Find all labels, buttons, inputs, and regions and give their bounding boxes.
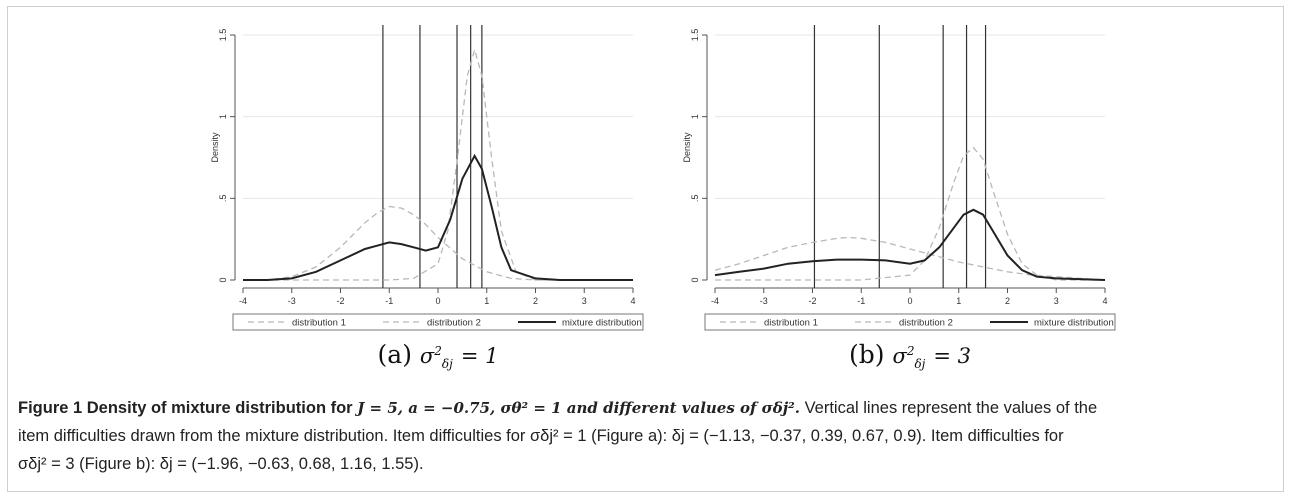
chart-a-x-tick-label: 3: [582, 296, 587, 306]
chart-a-series-line: [243, 153, 633, 281]
chart-a-legend-label: distribution 1: [292, 318, 346, 329]
panel-b: 0 .5 1 1.5 Density -4 -3 -2 -1 0 1 2 3 4 distribution …: [660, 15, 1160, 331]
sublabel-a-prefix: (a): [377, 340, 412, 369]
chart-b-y-tick-label: .5: [690, 195, 700, 203]
sublabel-a: (a) σ2δj = 1: [228, 340, 648, 371]
chart-a-x-tick-label: 4: [630, 296, 635, 306]
chart-b-legend-label: distribution 1: [764, 318, 818, 329]
chart-a-y-tick-label: 1: [218, 114, 228, 119]
chart-b-x-tick-label: 4: [1102, 296, 1107, 306]
chart-b-series-line: [714, 236, 1106, 281]
chart-a-y-tick-label: .5: [218, 195, 228, 203]
chart-a-y-tick-label: 0: [218, 277, 228, 282]
chart-b-x-tick-label: -4: [711, 296, 719, 306]
panel-a: 0 .5 1 1.5 Density -4 -3 -2 -1 0 1 2 3 4 distribution …: [188, 15, 688, 331]
caption-line-2: item difficulties drawn from the mixture…: [18, 427, 1064, 445]
chart-b-series-line: [714, 208, 1106, 281]
sublabel-a-sigma: σ2δj: [419, 344, 453, 372]
chart-a-x-tick-label: 1: [484, 296, 489, 306]
chart-a-legend-label: distribution 2: [427, 318, 481, 329]
chart-a-x-tick-label: -2: [336, 296, 344, 306]
figure-caption: Figure 1 Density of mixture distribution…: [18, 394, 1280, 478]
caption-line-1: Figure 1 Density of mixture distribution…: [18, 394, 1280, 422]
sublabel-b: (b) σ2δj = 3: [700, 340, 1120, 371]
caption-title: Figure 1 Density of mixture distribution…: [18, 399, 800, 417]
chart-b-x-tick-label: 0: [907, 296, 912, 306]
chart-a: 0 .5 1 1.5 Density -4 -3 -2 -1 0 1 2 3 4 distribution …: [210, 25, 644, 331]
chart-b: 0 .5 1 1.5 Density -4 -3 -2 -1 0 1 2 3 4 distribution …: [682, 25, 1116, 331]
chart-a-x-tick-label: -4: [239, 296, 247, 306]
sublabel-b-value: = 3: [933, 344, 971, 368]
chart-a-x-tick-label: 2: [533, 296, 538, 306]
chart-b-y-tick-label: 1: [690, 114, 700, 119]
caption-line-3: σδj² = 3 (Figure b): δj = (−1.96, −0.63,…: [18, 455, 424, 473]
chart-a-legend-box: [232, 313, 644, 331]
chart-a-x-tick-label: -1: [385, 296, 393, 306]
chart-b-x-tick-label: 1: [956, 296, 961, 306]
sublabel-a-value: = 1: [460, 344, 499, 368]
chart-a-series-line: [243, 47, 633, 281]
chart-b-legend-box: [704, 313, 1116, 331]
chart-a-x-tick-label: 0: [435, 296, 440, 306]
chart-b-x-tick-label: -2: [808, 296, 816, 306]
chart-a-x-tick-label: -3: [288, 296, 296, 306]
chart-a-y-tick-label: 1.5: [218, 29, 228, 42]
sublabel-b-sigma: σ2δj: [892, 344, 926, 372]
chart-b-x-tick-label: 3: [1054, 296, 1059, 306]
chart-a-series-line: [243, 205, 633, 281]
chart-a-legend-label: mixture distribution: [562, 318, 642, 329]
chart-b-x-tick-label: -1: [857, 296, 865, 306]
chart-b-legend-label: mixture distribution: [1034, 318, 1114, 329]
sublabel-b-prefix: (b): [849, 340, 885, 369]
chart-a-y-axis-label: Density: [210, 132, 220, 163]
chart-b-y-tick-label: 1.5: [690, 29, 700, 42]
figure-frame: 0.5 1 1.5 Density -4 -3 -2 -1 0 1 2 3 4 distribution …: [7, 6, 1284, 492]
chart-b-series-line: [715, 146, 1105, 281]
chart-b-x-tick-label: -3: [760, 296, 768, 306]
chart-b-legend-label: distribution 2: [899, 318, 953, 329]
chart-b-y-tick-label: 0: [690, 277, 700, 282]
chart-b-x-tick-label: 2: [1005, 296, 1010, 306]
chart-b-y-axis-label: Density: [682, 132, 692, 163]
caption-line-1-rest: Vertical lines represent the values of t…: [804, 399, 1098, 417]
